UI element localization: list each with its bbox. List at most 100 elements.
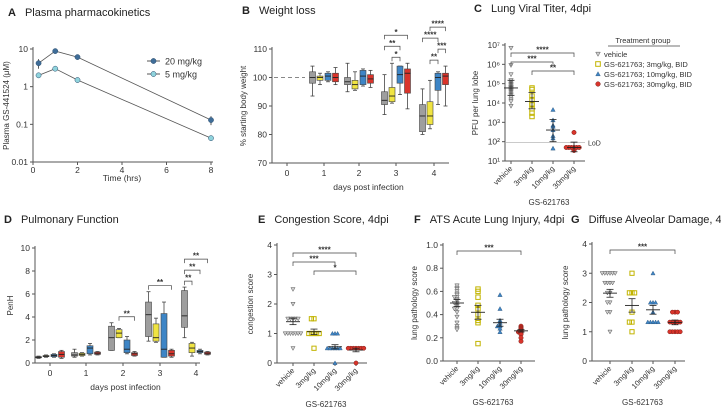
x-tick-label: 2 (75, 165, 80, 175)
x-tick-label: 0 (31, 165, 36, 175)
data-point (626, 319, 632, 325)
x-tick-label: 2 (357, 168, 362, 178)
box-mg10 (434, 72, 442, 91)
y-tick-label: 70 (258, 158, 268, 168)
x-tick-label: 0 (48, 368, 53, 378)
y-tick-label: 0.8 (426, 263, 438, 273)
y-axis-label: PenH (6, 295, 15, 315)
box-mg10 (86, 345, 94, 355)
significance-label: ** (193, 252, 200, 261)
x-tick-label: 4 (194, 368, 199, 378)
box-mg3 (115, 329, 123, 338)
data-point (454, 283, 460, 289)
data-point (335, 330, 341, 336)
data-point (298, 331, 304, 337)
box-vehicle (145, 301, 152, 337)
x-tick-label: 30mg/kg (498, 364, 525, 391)
data-point (626, 290, 632, 296)
significance-label: * (333, 264, 337, 273)
y-tick-label: 0 (25, 358, 30, 368)
significance-label: ** (124, 309, 131, 318)
data-point (550, 107, 556, 112)
y-tick-label: 10 (19, 44, 29, 54)
data-point (475, 294, 481, 300)
significance-label: *** (309, 255, 319, 264)
significance-bracket (292, 261, 336, 266)
data-point (518, 338, 524, 344)
y-tick-label: 0 (582, 356, 587, 366)
data-point (550, 145, 556, 151)
y-tick-label: 10⁵ (487, 79, 500, 89)
significance-bracket (313, 270, 357, 275)
significance-bracket (384, 34, 408, 40)
panel-c-title: C Lung Viral Titer, 4dpi (474, 3, 592, 15)
y-tick-label: 100 (253, 73, 267, 83)
y-tick-label: 4 (25, 312, 30, 322)
significance-label: **** (318, 246, 331, 255)
y-tick-label: 0.1 (16, 119, 28, 129)
significance-label: **** (536, 46, 549, 55)
data-point (35, 60, 42, 67)
y-tick-label: 1 (267, 329, 272, 339)
data-point (604, 300, 610, 306)
data-point (677, 329, 683, 335)
x-axis-label: Time (hrs) (103, 173, 142, 183)
legend-label: vehicle (604, 50, 627, 59)
x-tick-label: 1 (322, 168, 327, 178)
y-tick-label: 8 (25, 266, 30, 276)
y-tick-label: 90 (258, 101, 268, 111)
y-axis-label: % starting body weight (239, 65, 248, 146)
data-point (35, 72, 42, 79)
box-mg10 (324, 72, 332, 81)
box-mg3 (426, 101, 434, 125)
box-mg30 (168, 350, 175, 357)
panel-b-title: B Weight loss (242, 5, 316, 17)
y-tick-label: 10¹ (488, 156, 500, 166)
significance-label: ** (189, 263, 196, 272)
y-tick-label: 1 (582, 327, 587, 337)
data-point (667, 329, 673, 335)
box-mg30 (442, 72, 449, 85)
legend-marker (150, 58, 157, 64)
data-point (508, 45, 514, 51)
y-tick-label: 0.0 (426, 356, 438, 366)
data-point (454, 314, 460, 320)
y-tick-label: 110 (253, 44, 267, 54)
data-point (655, 319, 661, 324)
y-tick-label: 80 (258, 130, 268, 140)
y-tick-label: 2 (25, 335, 30, 345)
significance-bracket (422, 37, 439, 43)
significance-label: **** (424, 31, 437, 40)
data-point (454, 287, 460, 292)
significance-bracket (429, 59, 439, 65)
x-tick-label: vehicle (274, 366, 297, 389)
legend-marker-3 (595, 81, 601, 87)
y-tick-label: 3 (582, 268, 587, 278)
data-point (311, 316, 317, 322)
y-tick-label: 4 (267, 240, 272, 250)
x-tick-label: vehicle (438, 364, 461, 387)
data-point (475, 288, 481, 295)
significance-bracket (184, 280, 193, 286)
significance-bracket (391, 56, 401, 62)
data-point (602, 280, 608, 286)
box-vehicle (181, 290, 188, 328)
panel-e-title: E Congestion Score, 4dpi (258, 214, 389, 226)
x-tick-label: 1 (84, 368, 89, 378)
data-point (508, 72, 514, 78)
data-point (571, 129, 577, 135)
panel-b-chart: 70 80 90 100 110 % starting body weight 0 1 2 3 4 d… (239, 20, 449, 192)
significance-label: *** (638, 243, 648, 252)
significance-bracket (184, 269, 201, 275)
data-point (529, 86, 535, 93)
data-point (290, 346, 296, 351)
box-vehicle (381, 91, 388, 105)
significance-label: ** (157, 278, 164, 287)
series-line (38, 68, 212, 139)
legend-label: 5 mg/kg (165, 70, 197, 80)
data-point (610, 280, 616, 286)
data-point (475, 340, 481, 347)
